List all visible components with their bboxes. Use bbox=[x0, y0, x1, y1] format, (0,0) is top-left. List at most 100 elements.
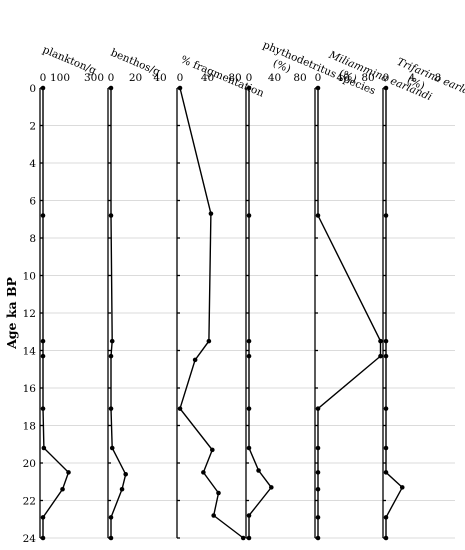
series-line bbox=[385, 88, 404, 538]
data-point bbox=[383, 535, 389, 541]
x-tick-label: 80 bbox=[228, 72, 241, 84]
data-point bbox=[269, 485, 274, 490]
x-tick-label: 80 bbox=[293, 72, 306, 84]
series-line bbox=[248, 88, 273, 538]
x-tick-label: 40 bbox=[201, 72, 214, 84]
data-point bbox=[246, 213, 252, 218]
data-point bbox=[315, 515, 321, 520]
data-point bbox=[109, 338, 115, 344]
data-point bbox=[108, 85, 114, 91]
panel-title-line: % fragmentation bbox=[179, 54, 266, 100]
y-tick-label: 12 bbox=[23, 308, 36, 320]
panel-title: % fragmentation bbox=[179, 54, 266, 100]
data-point bbox=[383, 470, 389, 475]
y-tick-label: 8 bbox=[29, 233, 36, 245]
data-point bbox=[246, 353, 252, 359]
x-tick-label: 40 bbox=[153, 72, 166, 84]
data-point bbox=[177, 406, 183, 411]
data-point bbox=[108, 213, 114, 218]
data-point bbox=[40, 515, 46, 520]
x-tick-label: 0 bbox=[40, 72, 47, 84]
x-tick-label: 0 bbox=[177, 72, 184, 84]
y-tick-label: 24 bbox=[23, 533, 37, 545]
grid-layer bbox=[40, 125, 455, 539]
data-point bbox=[206, 338, 212, 344]
data-point bbox=[315, 406, 321, 411]
x-tick-label: 40 bbox=[268, 72, 281, 84]
data-point bbox=[109, 445, 115, 451]
y-axis-label: Age ka BP bbox=[4, 276, 19, 349]
data-point bbox=[315, 85, 321, 91]
y-tick-label: 6 bbox=[29, 196, 36, 208]
x-tick-label: 40 bbox=[336, 72, 349, 84]
y-tick-label: 22 bbox=[23, 496, 36, 508]
data-point bbox=[208, 211, 214, 216]
data-point bbox=[246, 445, 252, 451]
series-line bbox=[179, 87, 244, 539]
y-tick-label: 4 bbox=[29, 158, 36, 170]
y-tick-label: 14 bbox=[23, 346, 37, 358]
x-tick-label: 300 bbox=[84, 72, 104, 84]
panel: 0 40 80% fragmentation bbox=[176, 54, 266, 541]
data-point bbox=[246, 535, 252, 541]
x-tick-label: 8 bbox=[435, 72, 442, 84]
y-tick-label: 10 bbox=[23, 271, 36, 283]
series-line bbox=[42, 88, 70, 538]
y-tick-label: 18 bbox=[23, 421, 36, 433]
y-tick-label: 2 bbox=[29, 121, 36, 133]
y-tick-label: 0 bbox=[29, 83, 36, 95]
data-point bbox=[60, 486, 65, 492]
data-point bbox=[123, 471, 128, 477]
x-tick-label: 0 bbox=[315, 72, 322, 84]
series-line bbox=[110, 88, 127, 538]
data-point bbox=[41, 445, 47, 451]
data-point bbox=[315, 470, 321, 475]
data-point bbox=[315, 486, 321, 492]
x-tick-label: 20 bbox=[129, 72, 142, 84]
data-point bbox=[192, 357, 198, 363]
x-tick-label: 80 bbox=[361, 72, 374, 84]
data-point bbox=[40, 213, 46, 218]
data-point bbox=[315, 445, 321, 451]
y-tick-label: 16 bbox=[23, 383, 37, 395]
data-point bbox=[399, 485, 405, 490]
data-point bbox=[378, 353, 383, 359]
data-point bbox=[378, 338, 383, 344]
data-point bbox=[383, 406, 389, 411]
data-point bbox=[177, 85, 183, 91]
data-point bbox=[211, 513, 216, 518]
data-point bbox=[383, 213, 389, 218]
x-tick-label: 0 bbox=[383, 72, 390, 84]
data-point bbox=[66, 470, 71, 475]
x-tick-label: 0 bbox=[246, 72, 253, 84]
series-line bbox=[317, 88, 382, 538]
data-point bbox=[315, 213, 321, 218]
data-point bbox=[119, 486, 125, 492]
data-point bbox=[240, 535, 246, 541]
data-point bbox=[108, 535, 114, 541]
data-point bbox=[246, 338, 252, 344]
data-point bbox=[40, 85, 46, 91]
data-point bbox=[383, 353, 389, 359]
data-point bbox=[108, 406, 114, 411]
data-point bbox=[216, 490, 221, 496]
data-point bbox=[246, 406, 252, 411]
data-point bbox=[383, 445, 389, 451]
x-tick-label: 100 bbox=[50, 72, 70, 84]
data-point bbox=[108, 515, 114, 520]
data-point bbox=[108, 353, 114, 359]
data-point bbox=[383, 515, 389, 520]
data-point bbox=[256, 468, 261, 473]
data-point bbox=[383, 338, 389, 344]
data-point bbox=[40, 338, 46, 344]
data-point bbox=[40, 406, 46, 411]
data-point bbox=[246, 85, 252, 91]
data-point bbox=[40, 535, 46, 541]
data-point bbox=[201, 470, 206, 475]
